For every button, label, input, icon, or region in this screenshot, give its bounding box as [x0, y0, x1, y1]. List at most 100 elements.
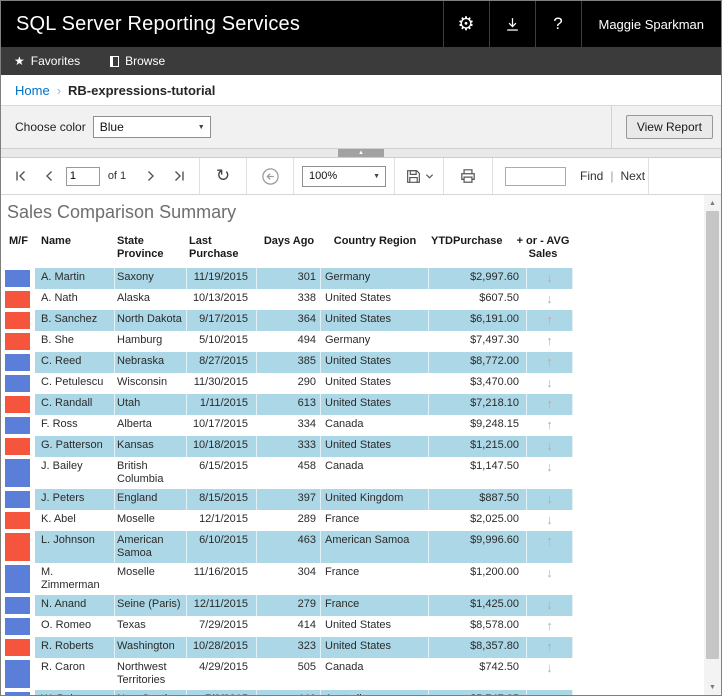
view-report-button[interactable]: View Report [625, 115, 713, 139]
mf-color-swatch-red [5, 512, 30, 529]
first-page-button[interactable] [7, 168, 34, 184]
table-row: N. Anand Seine (Paris) 12/11/2015 279 France… [5, 595, 573, 616]
ytd-purchase-cell: $7,218.10 [429, 394, 527, 415]
choose-color-label: Choose color [15, 120, 86, 134]
ytd-purchase-cell: $1,425.00 [429, 595, 527, 616]
mf-cell [5, 563, 35, 595]
next-link[interactable]: Next [620, 169, 646, 183]
days-ago-cell: 505 [257, 658, 321, 690]
ytd-purchase-cell: $2,025.00 [429, 510, 527, 531]
table-row: J. Peters England 8/15/2015 397 United Kingd… [5, 489, 573, 510]
help-icon: ? [553, 14, 563, 33]
zoom-group: 100% ▼ [294, 158, 394, 194]
trend-down-icon: ↓ [546, 270, 553, 285]
download-button[interactable] [488, 1, 535, 47]
scrollbar-thumb[interactable] [706, 211, 719, 659]
splitter-collapse-handle[interactable]: ▲ [338, 149, 384, 157]
last-purchase-cell: 11/19/2015 [187, 268, 257, 289]
previous-page-button[interactable] [36, 168, 63, 184]
name-cell: K. Abel [35, 510, 115, 531]
zoom-value: 100% [309, 170, 338, 182]
trend-up-icon: ↑ [546, 417, 553, 432]
mf-cell [5, 415, 35, 436]
site-nav-bar: ★ Favorites Browse [1, 47, 721, 75]
days-ago-cell: 414 [257, 616, 321, 637]
scroll-up-button[interactable]: ▲ [704, 195, 721, 211]
trend-down-icon: ↓ [546, 375, 553, 390]
table-row: R. Caron Northwest Territories 4/29/2015 50… [5, 658, 573, 690]
current-page-input[interactable] [65, 166, 100, 186]
country-region-cell: Australia [321, 690, 429, 695]
find-text-input[interactable] [505, 166, 566, 186]
page-total-label: of 1 [107, 170, 127, 182]
mf-cell [5, 352, 35, 373]
column-header-days-ago: Days Ago [263, 235, 315, 247]
vertical-scrollbar[interactable]: ▲ ▼ [704, 195, 721, 695]
table-row: W. PalNew South Wales7/3/2015440Australi… [5, 690, 573, 695]
days-ago-cell: 279 [257, 595, 321, 616]
mf-color-swatch-blue [5, 491, 30, 508]
last-purchase-cell: 7/3/2015 [187, 690, 257, 695]
user-menu[interactable]: Maggie Sparkman [580, 1, 722, 47]
table-row: C. Randall Utah 1/11/2015 613 United States $… [5, 394, 573, 415]
name-cell: W. Pal [35, 690, 115, 695]
print-button[interactable] [444, 158, 492, 194]
export-button[interactable] [395, 158, 443, 194]
name-cell: C. Reed [35, 352, 115, 373]
ytd-purchase-cell: $7,497.30 [429, 331, 527, 352]
ytd-purchase-cell: $742.50 [429, 658, 527, 690]
parameter-bar: Choose color Blue ▼ View Report [1, 105, 721, 149]
refresh-button[interactable]: ↻ [200, 158, 246, 194]
avg-sales-trend-cell: ↓ [527, 436, 573, 457]
trend-up-icon: ↑ [546, 333, 553, 348]
ytd-purchase-cell: $8,357.80 [429, 637, 527, 658]
report-title: Sales Comparison Summary [7, 202, 237, 222]
last-purchase-cell: 7/29/2015 [187, 616, 257, 637]
country-region-cell: Germany [321, 268, 429, 289]
avg-sales-trend-cell: ↑ [527, 331, 573, 352]
last-purchase-cell: 10/13/2015 [187, 289, 257, 310]
zoom-select[interactable]: 100% ▼ [302, 165, 386, 187]
breadcrumb-home-link[interactable]: Home [15, 82, 50, 98]
name-cell: L. Johnson [35, 531, 115, 563]
back-button[interactable] [247, 158, 293, 194]
table-row: A. Martin Saxony 11/19/2015 301 Germany $2,99… [5, 268, 573, 289]
mf-color-swatch-blue [5, 565, 30, 593]
nav-browse[interactable]: Browse [110, 54, 165, 68]
parameter-bar-right: View Report [610, 106, 713, 148]
table-row: B. She Hamburg 5/10/2015 494 Germany $7,497.3… [5, 331, 573, 352]
nav-favorites[interactable]: ★ Favorites [14, 54, 80, 68]
ytd-purchase-cell: $887.50 [429, 489, 527, 510]
ytd-purchase-cell: $9,996.60 [429, 531, 527, 563]
mf-cell [5, 289, 35, 310]
name-cell: M. Zimmerman [35, 563, 115, 595]
days-ago-cell: 301 [257, 268, 321, 289]
avg-sales-trend-cell: ↓ [527, 373, 573, 394]
country-region-cell: Canada [321, 415, 429, 436]
find-link[interactable]: Find [580, 169, 604, 183]
days-ago-cell: 304 [257, 563, 321, 595]
help-button[interactable]: ? [534, 1, 581, 47]
mf-color-swatch-blue [5, 354, 30, 371]
mf-cell [5, 531, 35, 563]
name-cell: F. Ross [35, 415, 115, 436]
ytd-purchase-cell: $8,578.00 [429, 616, 527, 637]
first-page-icon [16, 171, 25, 181]
avg-sales-trend-cell: ↑ [527, 394, 573, 415]
last-page-button[interactable] [166, 168, 193, 184]
name-cell: O. Romeo [35, 616, 115, 637]
choose-color-select[interactable]: Blue ▼ [92, 116, 211, 138]
trend-down-icon: ↓ [546, 565, 553, 580]
settings-button[interactable]: ⚙ [442, 1, 489, 47]
mf-cell [5, 457, 35, 489]
next-page-button[interactable] [136, 168, 163, 184]
last-purchase-cell: 11/30/2015 [187, 373, 257, 394]
toolbar-divider [394, 158, 395, 194]
trend-up-icon: ↑ [546, 396, 553, 411]
days-ago-cell: 289 [257, 510, 321, 531]
mf-color-swatch-blue [5, 618, 30, 635]
country-region-cell: United States [321, 289, 429, 310]
state-province-cell: Kansas [115, 436, 187, 457]
table-header-row: M/F Name State Province Last Purchase Da… [5, 232, 573, 268]
scroll-down-button[interactable]: ▼ [704, 679, 721, 695]
